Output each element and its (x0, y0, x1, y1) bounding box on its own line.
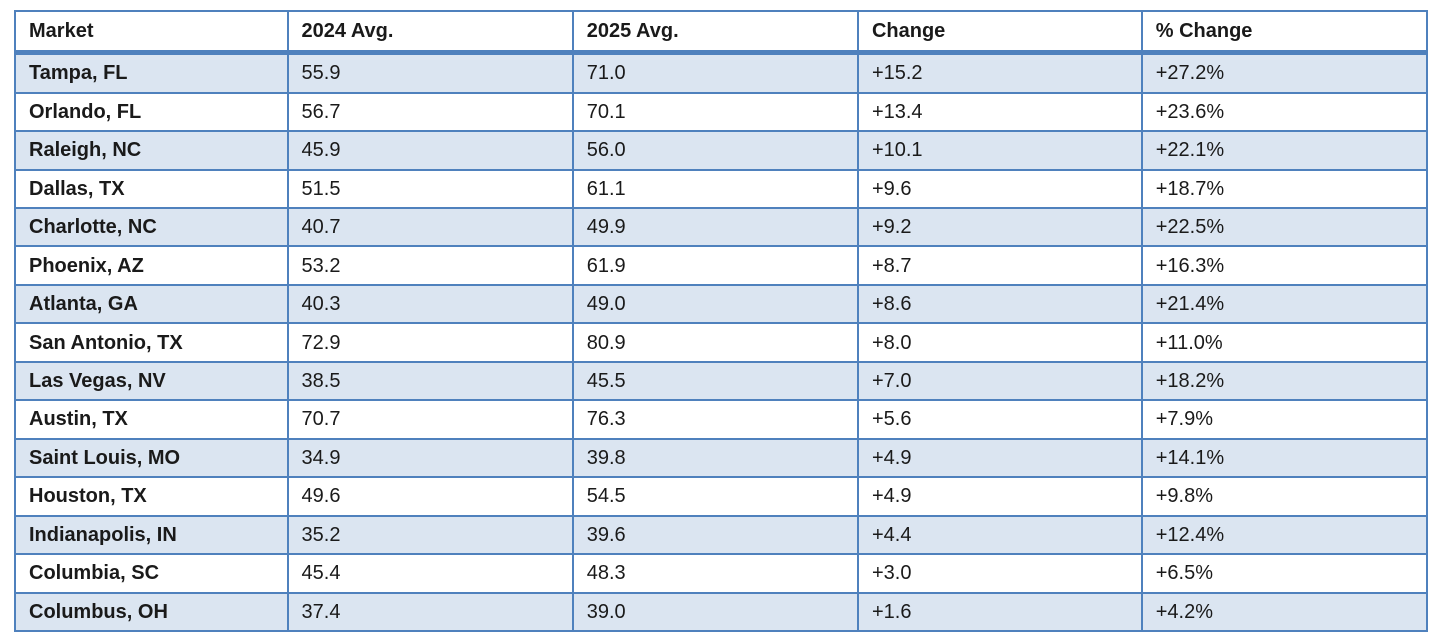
cell-2025-avg: 45.5 (571, 360, 859, 402)
cell-change: +9.2 (856, 206, 1143, 248)
cell-pct-change: +21.4% (1140, 283, 1429, 325)
table-row-austin: Austin, TX 70.7 76.3 +5.6 +7.9% (14, 399, 1429, 440)
cell-2025-avg: 54.5 (571, 476, 859, 517)
table-row-orlando: Orlando, FL 56.7 70.1 +13.4 +23.6% (14, 91, 1429, 133)
table-row-columbia: Columbia, SC 45.4 48.3 +3.0 +6.5% (14, 553, 1429, 594)
cell-2025-avg: 56.0 (571, 130, 859, 171)
column-header-change: Change (856, 10, 1143, 55)
cell-2025-avg: 48.3 (571, 553, 859, 594)
cell-2025-avg: 49.0 (571, 283, 859, 325)
cell-2024-avg: 53.2 (286, 245, 574, 286)
cell-2025-avg: 70.1 (571, 91, 859, 133)
table-row-saint-louis: Saint Louis, MO 34.9 39.8 +4.9 +14.1% (14, 437, 1429, 479)
table-row-tampa: Tampa, FL 55.9 71.0 +15.2 +27.2% (14, 51, 1429, 94)
cell-market: Columbus, OH (14, 591, 289, 633)
cell-2024-avg: 45.9 (286, 130, 574, 171)
cell-market: Las Vegas, NV (14, 360, 289, 402)
cell-change: +10.1 (856, 130, 1143, 171)
cell-pct-change: +9.8% (1140, 476, 1429, 517)
cell-change: +4.4 (856, 514, 1143, 556)
table-row-las-vegas: Las Vegas, NV 38.5 45.5 +7.0 +18.2% (14, 360, 1429, 402)
cell-pct-change: +7.9% (1140, 399, 1429, 440)
cell-change: +15.2 (856, 51, 1143, 94)
cell-2024-avg: 34.9 (286, 437, 574, 479)
column-header-pct-change: % Change (1140, 10, 1429, 55)
cell-2024-avg: 38.5 (286, 360, 574, 402)
header-row: Market 2024 Avg. 2025 Avg. Change % Chan… (14, 10, 1429, 55)
cell-market: San Antonio, TX (14, 322, 289, 363)
cell-pct-change: +27.2% (1140, 51, 1429, 94)
cell-change: +13.4 (856, 91, 1143, 133)
cell-market: Saint Louis, MO (14, 437, 289, 479)
table-row-san-antonio: San Antonio, TX 72.9 80.9 +8.0 +11.0% (14, 322, 1429, 363)
cell-change: +9.6 (856, 168, 1143, 210)
cell-change: +3.0 (856, 553, 1143, 594)
table-row-columbus: Columbus, OH 37.4 39.0 +1.6 +4.2% (14, 591, 1429, 633)
cell-2024-avg: 51.5 (286, 168, 574, 210)
cell-market: Orlando, FL (14, 91, 289, 133)
cell-2024-avg: 45.4 (286, 553, 574, 594)
cell-2025-avg: 76.3 (571, 399, 859, 440)
cell-change: +4.9 (856, 437, 1143, 479)
cell-change: +8.6 (856, 283, 1143, 325)
cell-2025-avg: 39.6 (571, 514, 859, 556)
cell-market: Charlotte, NC (14, 206, 289, 248)
cell-2025-avg: 39.8 (571, 437, 859, 479)
table-row-charlotte: Charlotte, NC 40.7 49.9 +9.2 +22.5% (14, 206, 1429, 248)
cell-2025-avg: 71.0 (571, 51, 859, 94)
cell-pct-change: +11.0% (1140, 322, 1429, 363)
table-row-indianapolis: Indianapolis, IN 35.2 39.6 +4.4 +12.4% (14, 514, 1429, 556)
cell-market: Phoenix, AZ (14, 245, 289, 286)
column-header-market: Market (14, 10, 289, 55)
cell-pct-change: +22.5% (1140, 206, 1429, 248)
cell-market: Houston, TX (14, 476, 289, 517)
cell-pct-change: +6.5% (1140, 553, 1429, 594)
cell-2024-avg: 40.7 (286, 206, 574, 248)
cell-change: +8.0 (856, 322, 1143, 363)
cell-change: +1.6 (856, 591, 1143, 633)
cell-pct-change: +4.2% (1140, 591, 1429, 633)
cell-2024-avg: 55.9 (286, 51, 574, 94)
table-row-raleigh: Raleigh, NC 45.9 56.0 +10.1 +22.1% (14, 130, 1429, 171)
cell-2025-avg: 61.9 (571, 245, 859, 286)
table-row-houston: Houston, TX 49.6 54.5 +4.9 +9.8% (14, 476, 1429, 517)
cell-2025-avg: 49.9 (571, 206, 859, 248)
cell-pct-change: +18.2% (1140, 360, 1429, 402)
cell-2025-avg: 61.1 (571, 168, 859, 210)
table-row-atlanta: Atlanta, GA 40.3 49.0 +8.6 +21.4% (14, 283, 1429, 325)
cell-2024-avg: 56.7 (286, 91, 574, 133)
cell-market: Tampa, FL (14, 51, 289, 94)
cell-change: +5.6 (856, 399, 1143, 440)
cell-2024-avg: 49.6 (286, 476, 574, 517)
cell-2025-avg: 39.0 (571, 591, 859, 633)
cell-pct-change: +16.3% (1140, 245, 1429, 286)
table-row-phoenix: Phoenix, AZ 53.2 61.9 +8.7 +16.3% (14, 245, 1429, 286)
cell-2025-avg: 80.9 (571, 322, 859, 363)
table-row-dallas: Dallas, TX 51.5 61.1 +9.6 +18.7% (14, 168, 1429, 210)
cell-pct-change: +22.1% (1140, 130, 1429, 171)
table-body: Tampa, FL 55.9 71.0 +15.2 +27.2% Orlando… (14, 51, 1429, 633)
cell-market: Indianapolis, IN (14, 514, 289, 556)
column-header-2024-avg: 2024 Avg. (286, 10, 574, 55)
market-comparison-table: Market 2024 Avg. 2025 Avg. Change % Chan… (14, 10, 1429, 633)
column-header-2025-avg: 2025 Avg. (571, 10, 859, 55)
cell-change: +7.0 (856, 360, 1143, 402)
cell-pct-change: +14.1% (1140, 437, 1429, 479)
cell-2024-avg: 35.2 (286, 514, 574, 556)
cell-market: Raleigh, NC (14, 130, 289, 171)
cell-change: +8.7 (856, 245, 1143, 286)
cell-pct-change: +18.7% (1140, 168, 1429, 210)
cell-2024-avg: 72.9 (286, 322, 574, 363)
cell-market: Atlanta, GA (14, 283, 289, 325)
cell-pct-change: +12.4% (1140, 514, 1429, 556)
cell-pct-change: +23.6% (1140, 91, 1429, 133)
cell-market: Columbia, SC (14, 553, 289, 594)
cell-2024-avg: 70.7 (286, 399, 574, 440)
cell-market: Dallas, TX (14, 168, 289, 210)
cell-2024-avg: 40.3 (286, 283, 574, 325)
cell-market: Austin, TX (14, 399, 289, 440)
cell-2024-avg: 37.4 (286, 591, 574, 633)
cell-change: +4.9 (856, 476, 1143, 517)
